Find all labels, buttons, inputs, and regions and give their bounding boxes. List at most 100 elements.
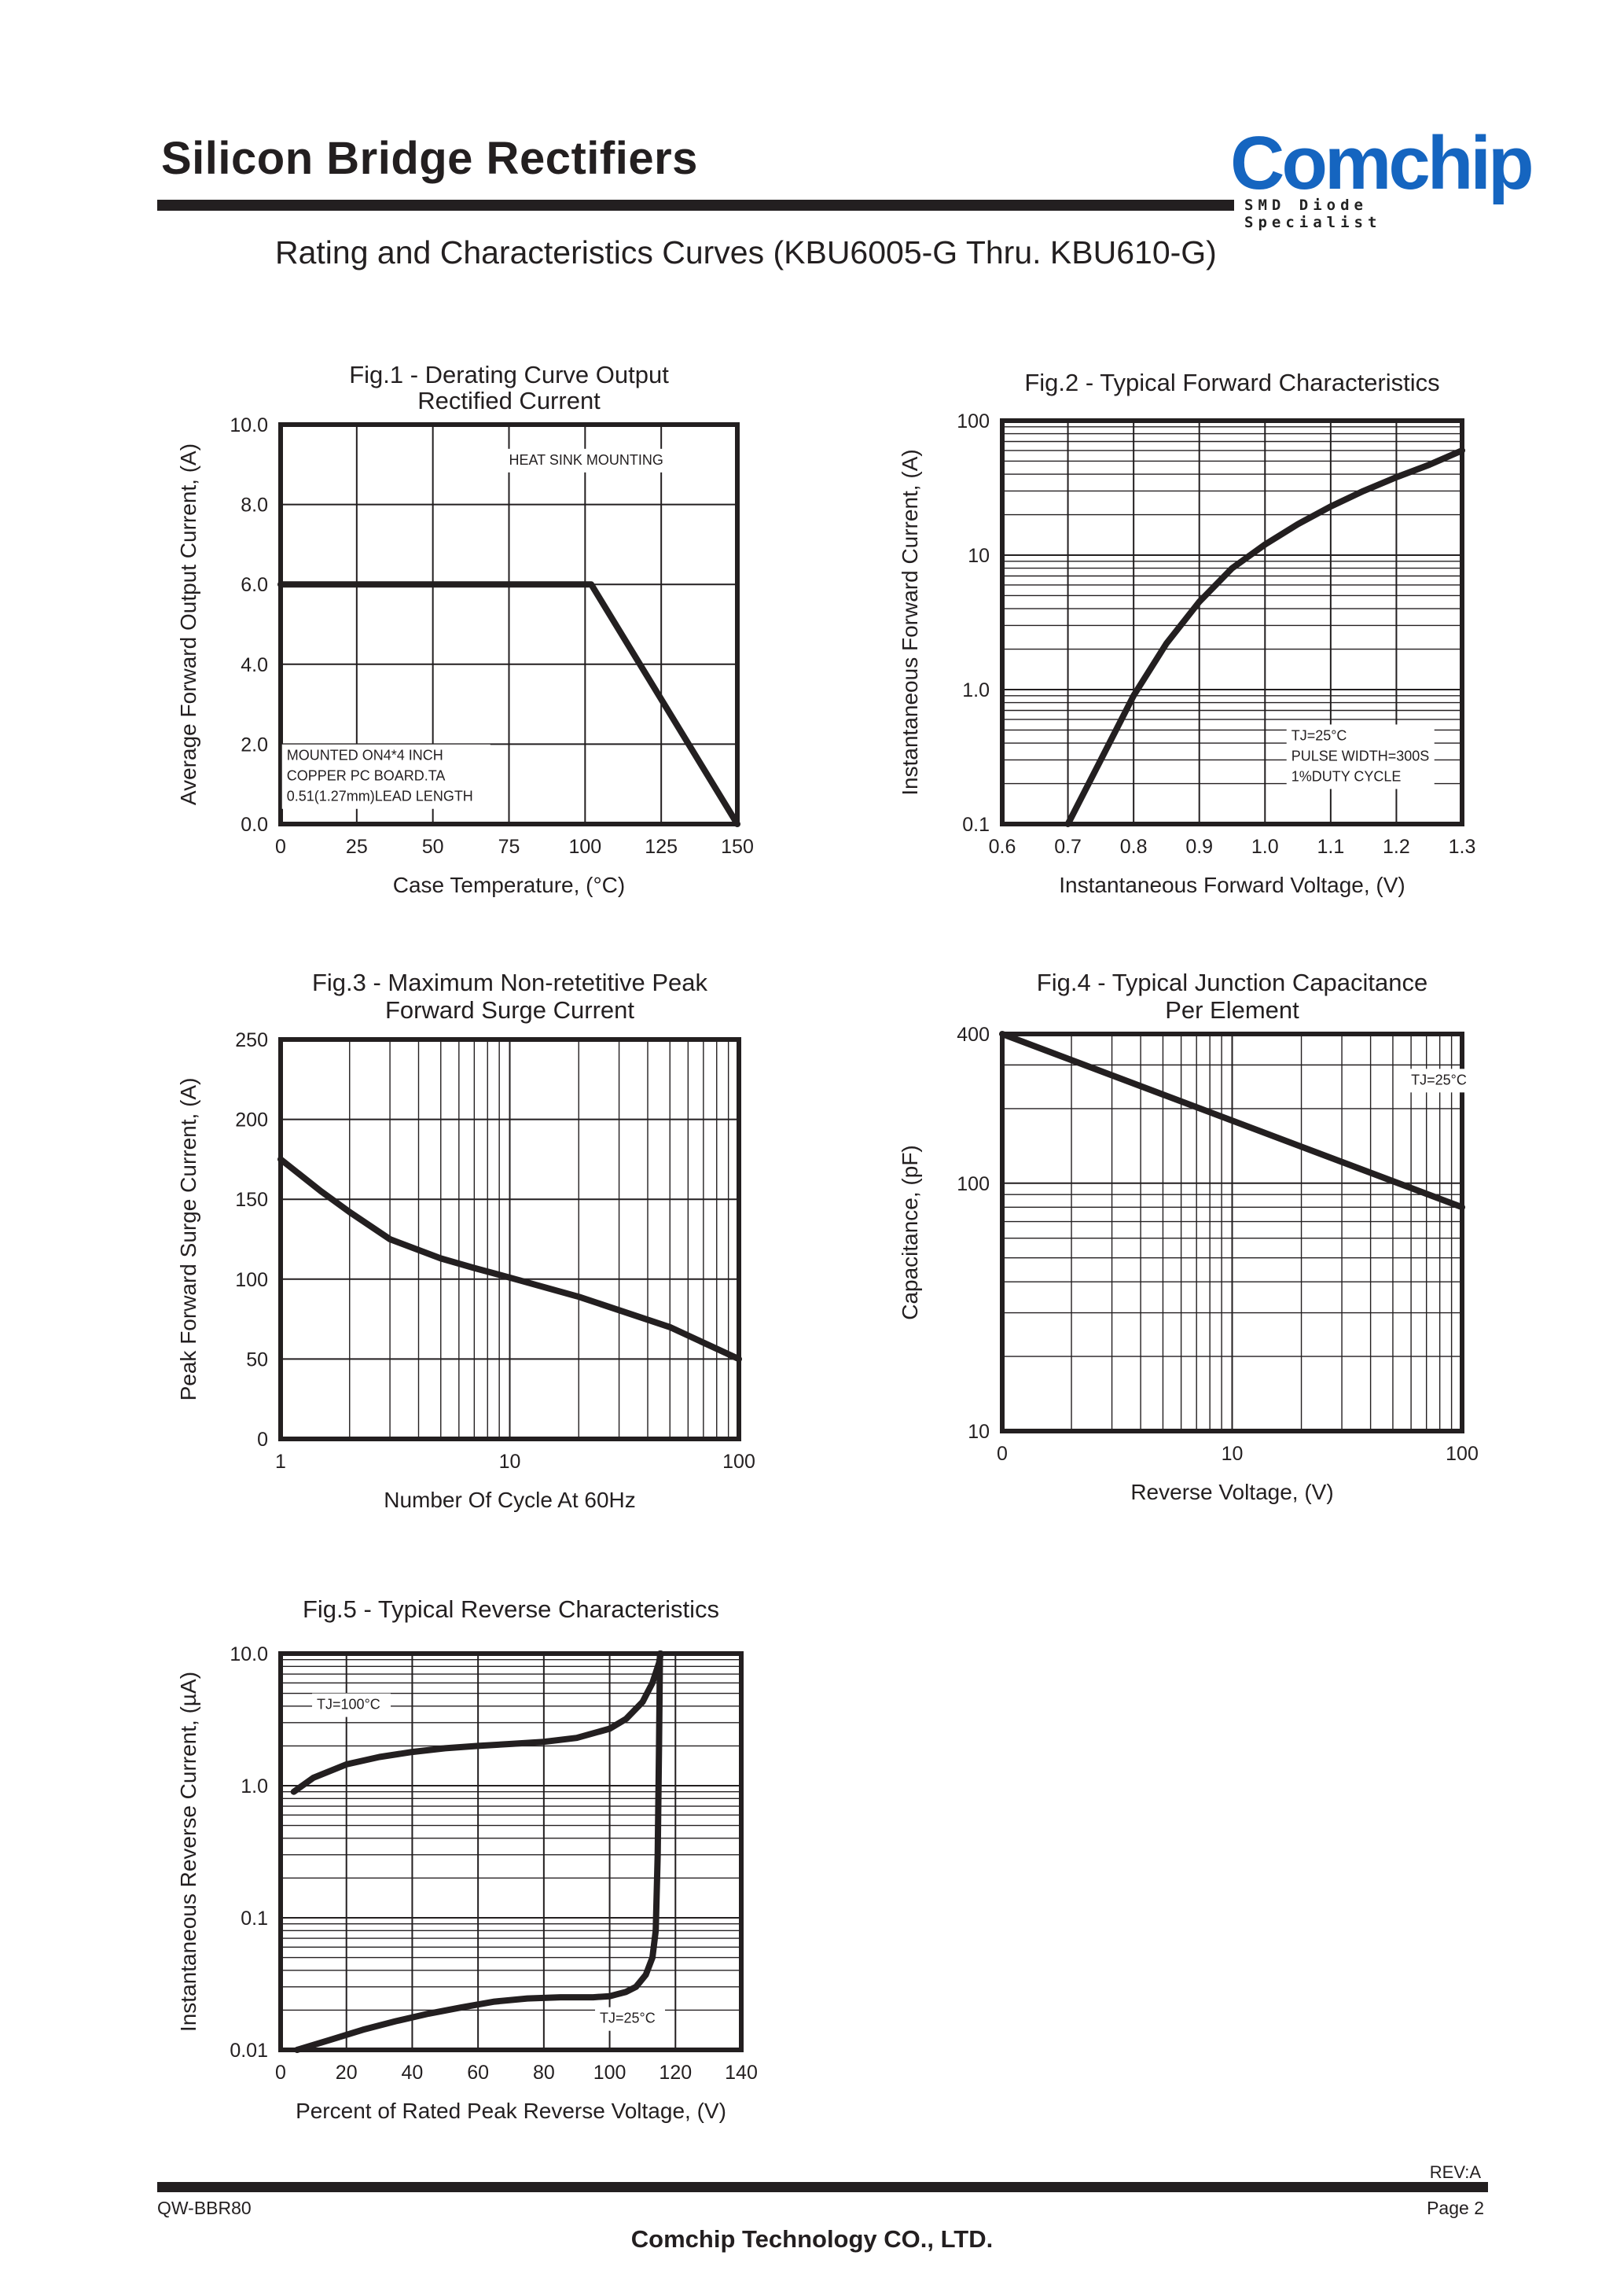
fig5-y-axis-label: Instantaneous Reverse Current, (µA) — [176, 1672, 200, 2032]
fig2-y-tick-label: 100 — [957, 410, 990, 432]
fig4-title: Fig.4 - Typical Junction Capacitance — [1037, 969, 1427, 996]
fig3-y-tick-label: 50 — [246, 1349, 268, 1371]
fig4-y-tick-label: 100 — [957, 1173, 990, 1195]
fig1-x-axis-label: Case Temperature, (°C) — [393, 873, 625, 897]
fig1-annotation-bg — [504, 448, 670, 473]
fig1-x-tick-label: 150 — [721, 836, 754, 858]
fig1-annotation-text: 0.51(1.27mm)LEAD LENGTH — [287, 789, 473, 804]
fig4-y-tick-label: 400 — [957, 1024, 990, 1046]
fig1-series-line — [277, 581, 740, 827]
fig3-title: Fig.3 - Maximum Non-retetitive Peak — [312, 969, 708, 996]
fig5-annotation-text: TJ=100°C — [317, 1697, 380, 1713]
fig4-title: Per Element — [1165, 996, 1299, 1024]
fig5-y-tick-label: 1.0 — [241, 1775, 268, 1797]
fig2-annotation-text: PULSE WIDTH=300S — [1291, 748, 1430, 763]
fig2-x-tick-label: 1.2 — [1383, 836, 1410, 858]
fig1-title: Fig.1 - Derating Curve Output — [349, 361, 669, 388]
fig3-x-axis-label: Number Of Cycle At 60Hz — [384, 1488, 636, 1512]
fig5-x-tick-label: 40 — [402, 2062, 424, 2084]
fig4-annotation-text: TJ=25°C — [1411, 1072, 1467, 1087]
company-logo: Comchip SMD Diode Specialist — [1230, 124, 1534, 232]
fig4-y-axis-label: Capacitance, (pF) — [898, 1145, 922, 1320]
fig2-x-tick-label: 1.0 — [1251, 836, 1279, 858]
fig3-x-tick-label: 10 — [499, 1451, 521, 1473]
fig5-x-tick-label: 100 — [593, 2062, 626, 2084]
fig5-title: Fig.5 - Typical Reverse Characteristics — [303, 1595, 719, 1623]
fig3-series-line — [277, 1156, 742, 1363]
header-rule — [157, 200, 1234, 211]
fig4-annotation-bg — [1406, 1069, 1477, 1093]
logo-wordmark: Comchip — [1230, 121, 1534, 205]
fig5-series-line — [293, 1650, 663, 2053]
fig1-y-tick-label: 4.0 — [241, 654, 268, 676]
logo-tagline: SMD Diode Specialist — [1244, 197, 1382, 231]
fig1-title: Rectified Current — [417, 387, 601, 414]
fig3-y-tick-label: 150 — [235, 1189, 268, 1211]
fig4-x-tick-label: 0 — [997, 1443, 1008, 1465]
fig4-y-tick-label: 10 — [968, 1421, 990, 1443]
fig1-annotation-text: MOUNTED ON4*4 INCH — [287, 748, 443, 763]
fig3-y-tick-label: 250 — [235, 1029, 268, 1051]
page-subtitle: Rating and Characteristics Curves (KBU60… — [275, 234, 1217, 270]
fig1-x-tick-label: 125 — [645, 836, 678, 858]
fig2-x-tick-label: 0.6 — [989, 836, 1016, 858]
fig5-y-tick-label: 0.1 — [241, 1908, 268, 1930]
fig2-x-tick-label: 0.8 — [1120, 836, 1148, 858]
fig3-y-tick-label: 0 — [257, 1429, 268, 1451]
company-name: Comchip Technology CO., LTD. — [630, 2225, 994, 2253]
fig2-x-tick-label: 1.1 — [1317, 836, 1344, 858]
fig1-x-tick-label: 25 — [346, 836, 368, 858]
fig4-x-tick-label: 100 — [1446, 1443, 1479, 1465]
fig5-annotation-text: TJ=25°C — [600, 2011, 656, 2026]
fig1-y-axis-label: Average Forward Output Current, (A) — [176, 443, 200, 805]
document-number: QW-BBR80 — [157, 2198, 252, 2218]
fig1-x-tick-label: 0 — [275, 836, 286, 858]
fig2-annotation-bg — [1286, 724, 1435, 789]
fig3-y-tick-label: 200 — [235, 1109, 268, 1131]
fig2-x-tick-label: 0.7 — [1054, 836, 1082, 858]
fig2-y-axis-label: Instantaneous Forward Current, (A) — [898, 449, 922, 795]
fig5-y-tick-label: 0.01 — [230, 2040, 268, 2062]
fig1-annotation-bg — [281, 744, 491, 809]
page-number: Page 2 — [1427, 2198, 1484, 2218]
revision-label: REV:A — [1429, 2162, 1481, 2182]
fig2-y-tick-label: 0.1 — [962, 814, 990, 836]
fig3-x-tick-label: 1 — [275, 1451, 286, 1473]
fig4-plot-frame — [1000, 1032, 1464, 1433]
fig2-y-tick-label: 10 — [968, 545, 990, 567]
page-title: Silicon Bridge Rectifiers — [161, 133, 698, 184]
fig3-plot-frame — [278, 1037, 741, 1441]
fig2-series-line — [1064, 447, 1465, 827]
fig1-x-tick-label: 50 — [422, 836, 444, 858]
fig2-x-tick-label: 0.9 — [1185, 836, 1213, 858]
fig5-x-tick-label: 80 — [533, 2062, 555, 2084]
fig5-x-tick-label: 140 — [725, 2062, 758, 2084]
fig5-annotation-bg — [312, 1693, 391, 1717]
fig2-x-tick-label: 1.3 — [1449, 836, 1476, 858]
fig5-x-tick-label: 120 — [659, 2062, 692, 2084]
fig1-x-tick-label: 75 — [498, 836, 520, 858]
fig5-x-tick-label: 20 — [336, 2062, 358, 2084]
fig4-x-tick-label: 10 — [1222, 1443, 1244, 1465]
fig5-x-axis-label: Percent of Rated Peak Reverse Voltage, (… — [296, 2099, 726, 2123]
fig2-plot-frame — [1000, 418, 1464, 826]
fig1-annotation-text: HEAT SINK MOUNTING — [509, 452, 663, 468]
fig1-y-tick-label: 10.0 — [230, 414, 268, 436]
fig5-y-tick-label: 10.0 — [230, 1643, 268, 1665]
fig2-annotation-text: 1%DUTY CYCLE — [1291, 768, 1402, 784]
fig3-x-tick-label: 100 — [722, 1451, 755, 1473]
fig2-title: Fig.2 - Typical Forward Characteristics — [1024, 369, 1439, 396]
fig3-title: Forward Surge Current — [385, 996, 634, 1024]
fig3-y-axis-label: Peak Forward Surge Current, (A) — [176, 1078, 200, 1401]
fig5-plot-frame — [278, 1651, 744, 2052]
fig5-series-line — [290, 1650, 664, 1795]
fig5-x-tick-label: 60 — [467, 2062, 489, 2084]
footer-rule — [157, 2182, 1488, 2192]
fig2-y-tick-label: 1.0 — [962, 679, 990, 701]
fig5-annotation-bg — [595, 2007, 666, 2031]
fig2-annotation-text: TJ=25°C — [1291, 727, 1347, 743]
fig1-annotation-text: COPPER PC BOARD.TA — [287, 768, 446, 784]
fig1-y-tick-label: 8.0 — [241, 495, 268, 517]
fig2-x-axis-label: Instantaneous Forward Voltage, (V) — [1059, 873, 1405, 897]
